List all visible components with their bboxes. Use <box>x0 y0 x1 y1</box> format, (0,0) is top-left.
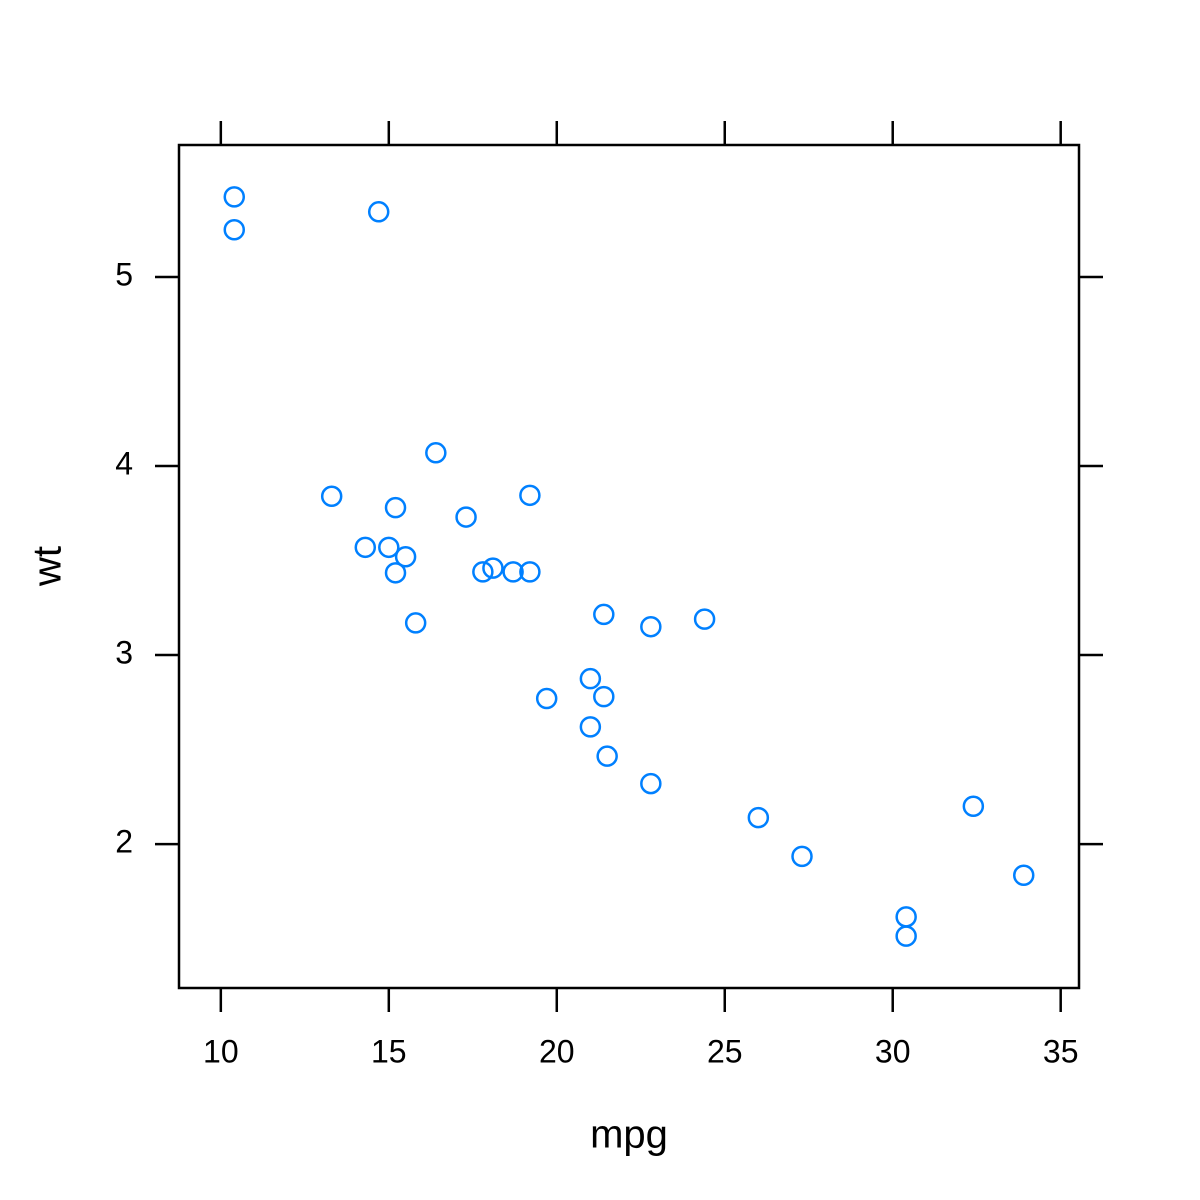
point <box>519 484 541 507</box>
x-tick-label: 10 <box>203 1033 239 1069</box>
point <box>895 925 917 947</box>
point <box>482 557 504 579</box>
point <box>596 745 618 767</box>
point <box>519 561 541 583</box>
x-tick-label: 35 <box>1043 1033 1079 1069</box>
point <box>593 685 615 708</box>
point <box>791 845 813 868</box>
point <box>1012 864 1035 887</box>
y-axis-label: wt <box>26 546 70 587</box>
point <box>384 496 407 519</box>
point <box>223 186 246 208</box>
point <box>693 608 716 630</box>
y-tick-label: 4 <box>115 445 133 481</box>
panel-frame <box>177 143 1081 990</box>
x-tick-label: 20 <box>539 1033 575 1069</box>
point <box>593 603 615 626</box>
point <box>404 612 427 634</box>
y-tick-label: 3 <box>115 635 133 671</box>
point <box>320 485 343 508</box>
point <box>472 561 494 583</box>
point <box>895 906 917 928</box>
point <box>502 561 524 583</box>
point <box>223 219 246 241</box>
point <box>367 201 390 223</box>
point <box>640 615 662 638</box>
point <box>394 546 417 568</box>
point <box>378 536 400 559</box>
x-tick-label: 15 <box>371 1033 407 1069</box>
x-axis-label: mpg <box>590 1113 668 1157</box>
point <box>384 562 407 584</box>
point <box>425 442 447 464</box>
x-tick-label: 30 <box>875 1033 911 1069</box>
y-tick-label: 2 <box>115 824 133 860</box>
point <box>640 772 662 795</box>
x-tick-label: 25 <box>707 1033 743 1069</box>
point <box>455 506 477 528</box>
point <box>579 667 602 690</box>
y-tick-label: 5 <box>115 256 133 292</box>
point <box>535 687 558 710</box>
point <box>747 806 770 829</box>
point <box>962 795 985 818</box>
point <box>354 536 377 559</box>
point <box>579 716 602 738</box>
